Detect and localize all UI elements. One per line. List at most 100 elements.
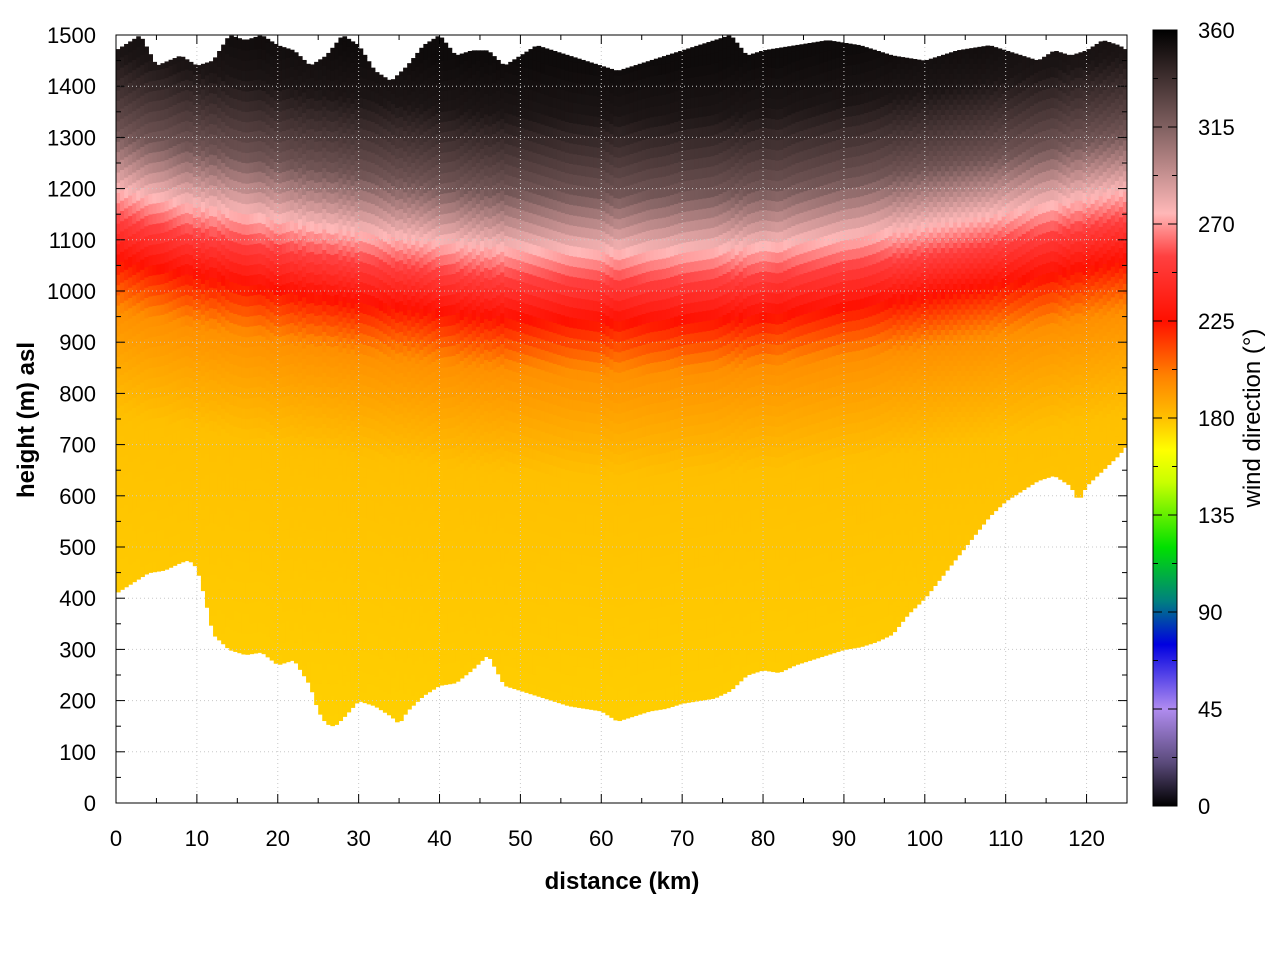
field-cell — [245, 613, 251, 625]
field-cell — [302, 61, 307, 73]
field-cell — [293, 355, 299, 367]
field-cell — [358, 179, 364, 190]
field-cell — [451, 222, 457, 234]
field-cell — [136, 456, 141, 467]
field-cell — [176, 256, 182, 267]
field-cell — [374, 666, 380, 677]
field-cell — [447, 448, 453, 459]
field-cell — [358, 342, 364, 354]
field-cell — [386, 612, 392, 624]
field-cell — [314, 110, 319, 122]
field-cell — [168, 59, 174, 66]
field-cell — [346, 291, 352, 303]
field-cell — [378, 689, 384, 700]
field-cell — [366, 632, 372, 643]
field-cell — [427, 118, 433, 130]
field-cell — [204, 62, 210, 66]
field-cell — [431, 54, 437, 66]
field-cell — [399, 587, 404, 599]
field-cell — [390, 134, 396, 146]
field-cell — [342, 204, 348, 216]
field-cell — [338, 536, 344, 547]
field-cell — [451, 324, 457, 336]
field-cell — [160, 140, 166, 152]
field-cell — [120, 67, 125, 78]
field-cell — [403, 212, 408, 224]
field-cell — [310, 548, 315, 560]
field-cell — [273, 519, 279, 531]
field-cell — [225, 145, 230, 157]
field-cell — [330, 121, 335, 133]
field-cell — [269, 475, 275, 487]
field-cell — [213, 431, 218, 442]
field-cell — [184, 335, 190, 346]
field-cell — [140, 43, 145, 55]
field-cell — [277, 653, 283, 665]
field-cell — [322, 321, 327, 332]
field-cell — [293, 243, 299, 254]
field-cell — [273, 622, 279, 634]
field-cell — [253, 99, 259, 111]
field-cell — [358, 281, 364, 293]
field-cell — [136, 148, 141, 160]
field-cell — [245, 80, 251, 92]
field-cell — [120, 56, 125, 68]
field-cell — [225, 186, 230, 198]
field-cell — [427, 333, 433, 345]
field-cell — [370, 541, 376, 553]
field-cell — [399, 228, 404, 240]
field-cell — [192, 534, 198, 546]
field-cell — [257, 529, 263, 541]
field-cell — [451, 211, 457, 223]
field-cell — [322, 566, 327, 578]
field-cell — [120, 241, 125, 252]
field-cell — [306, 180, 311, 192]
field-cell — [249, 428, 255, 440]
field-cell — [261, 346, 267, 358]
field-cell — [447, 376, 453, 388]
field-cell — [374, 696, 380, 708]
field-cell — [160, 549, 166, 561]
field-cell — [289, 76, 295, 88]
field-cell — [265, 441, 271, 453]
field-cell — [342, 654, 348, 666]
field-cell — [225, 534, 230, 546]
field-cell — [423, 571, 428, 583]
field-cell — [451, 283, 457, 295]
field-cell — [285, 456, 291, 468]
field-cell — [423, 43, 428, 50]
field-cell — [419, 513, 424, 524]
field-cell — [233, 487, 238, 499]
field-cell — [281, 161, 287, 172]
field-cell — [407, 504, 412, 515]
field-cell — [431, 248, 437, 260]
field-cell — [318, 161, 323, 172]
field-cell — [120, 251, 125, 263]
field-cell — [334, 458, 340, 469]
field-cell — [370, 67, 376, 71]
field-cell — [200, 262, 206, 274]
field-cell — [407, 371, 412, 382]
field-cell — [124, 484, 129, 496]
field-cell — [245, 572, 251, 584]
field-cell — [217, 455, 222, 467]
field-cell — [128, 461, 133, 473]
field-cell — [318, 243, 323, 254]
field-cell — [164, 108, 170, 120]
field-cell — [302, 542, 307, 554]
field-cell — [229, 127, 234, 139]
field-cell — [249, 633, 255, 644]
field-cell — [140, 474, 145, 485]
field-cell — [132, 346, 137, 357]
field-cell — [164, 446, 170, 458]
field-cell — [257, 580, 263, 592]
field-cell — [213, 410, 218, 422]
field-cell — [253, 355, 259, 367]
field-cell — [314, 284, 319, 296]
field-cell — [334, 703, 340, 715]
field-cell — [334, 58, 340, 70]
field-cell — [326, 171, 331, 183]
field-cell — [370, 531, 376, 542]
field-cell — [148, 357, 153, 369]
field-cell — [407, 596, 412, 608]
